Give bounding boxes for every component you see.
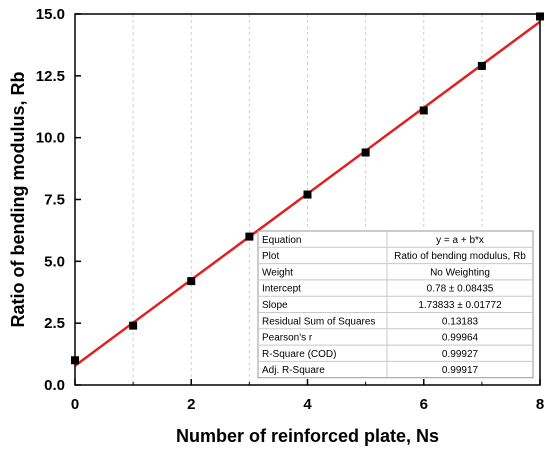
stats-row-value: 0.99927 <box>442 349 479 360</box>
data-point <box>361 148 370 157</box>
stats-row-label: R-Square (COD) <box>262 349 336 360</box>
x-tick-label: 8 <box>536 396 544 413</box>
stats-row-label: Pearson's r <box>262 333 313 344</box>
stats-row-value: 0.78 ± 0.08435 <box>427 284 494 295</box>
stats-row-label: Equation <box>262 235 301 246</box>
y-tick-label: 15.0 <box>36 6 65 23</box>
data-point <box>129 321 138 330</box>
y-tick-label: 5.0 <box>44 253 65 270</box>
data-point <box>303 190 312 199</box>
data-point <box>477 61 486 70</box>
x-tick-label: 2 <box>187 396 195 413</box>
stats-row-value: 0.99917 <box>442 365 479 376</box>
x-tick-label: 0 <box>71 396 79 413</box>
y-tick-label: 12.5 <box>36 68 65 85</box>
stats-row-label: Adj. R-Square <box>262 365 325 376</box>
data-point <box>419 106 428 115</box>
x-axis-title: Number of reinforced plate, Ns <box>176 426 439 446</box>
stats-row-value: 0.13183 <box>442 316 479 327</box>
y-tick-label: 0.0 <box>44 377 65 394</box>
x-tick-label: 4 <box>303 396 312 413</box>
stats-table: Equation y = a + b*x Plot Ratio of bending … <box>257 230 534 379</box>
stats-row-label: Intercept <box>262 284 301 295</box>
stats-row-label: Weight <box>262 267 293 278</box>
y-tick-label: 10.0 <box>36 130 65 147</box>
stats-row-value: y = a + b*x <box>436 235 484 246</box>
data-point <box>245 232 254 241</box>
stats-row-value: Ratio of bending modulus, Rb <box>394 251 526 262</box>
stats-table-frame <box>257 230 534 379</box>
y-tick-label: 7.5 <box>44 192 65 209</box>
x-tick-label: 6 <box>420 396 428 413</box>
stats-row-value: 1.73833 ± 0.01772 <box>418 300 502 311</box>
y-tick-label: 2.5 <box>44 315 65 332</box>
axis-ticks: 0 2 4 6 8 0.0 2.5 5.0 7.5 10.0 12.5 15.0 <box>36 6 544 413</box>
stats-row-label: Residual Sum of Squares <box>262 316 375 327</box>
y-axis-title: Ratio of bending modulus, Rb <box>8 72 28 328</box>
stats-row-label: Slope <box>262 300 288 311</box>
grid-lines <box>132 14 483 385</box>
stats-row-value: No Weighting <box>430 267 490 278</box>
data-point <box>187 277 196 286</box>
stats-row-label: Plot <box>262 251 279 262</box>
stats-row-value: 0.99964 <box>442 333 479 344</box>
